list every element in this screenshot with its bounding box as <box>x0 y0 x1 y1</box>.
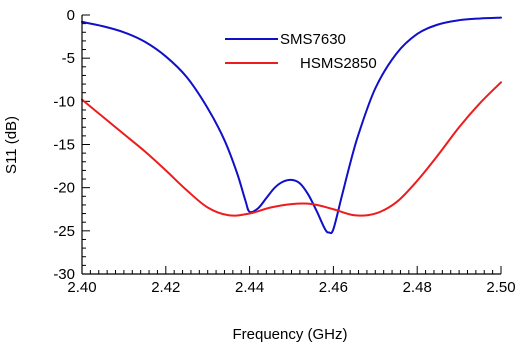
y-tick-label: -20 <box>53 180 75 197</box>
x-tick-label: 2.42 <box>151 279 180 296</box>
y-tick-label: -5 <box>62 50 75 67</box>
y-tick-label: -30 <box>53 266 75 283</box>
series-line-hsms2850 <box>81 81 502 217</box>
y-tick-label: 0 <box>67 7 75 24</box>
legend-label-hsms2850: HSMS2850 <box>300 55 377 72</box>
x-axis-label: Frequency (GHz) <box>232 326 347 343</box>
series-layer <box>81 16 502 235</box>
series-line-sms7630 <box>81 16 502 235</box>
y-axis-label: S11 (dB) <box>3 116 20 174</box>
y-tick-label: -10 <box>53 93 75 110</box>
legend: SMS7630 HSMS2850 <box>225 31 377 72</box>
x-tick-label: 2.46 <box>319 279 348 296</box>
y-tick-label: -25 <box>53 223 75 240</box>
x-tick-label: 2.40 <box>67 279 96 296</box>
axes-layer <box>81 15 501 275</box>
x-tick-label: 2.48 <box>403 279 432 296</box>
y-tick-label: -15 <box>53 137 75 154</box>
x-tick-label: 2.44 <box>235 279 264 296</box>
ticks-layer: 0 -5 -10 -15 -20 -25 -302.40 2.42 2.44 2.46 2.48 2.… <box>53 7 515 296</box>
x-tick-label: 2.50 <box>486 279 515 296</box>
legend-label-sms7630: SMS7630 <box>280 31 346 48</box>
